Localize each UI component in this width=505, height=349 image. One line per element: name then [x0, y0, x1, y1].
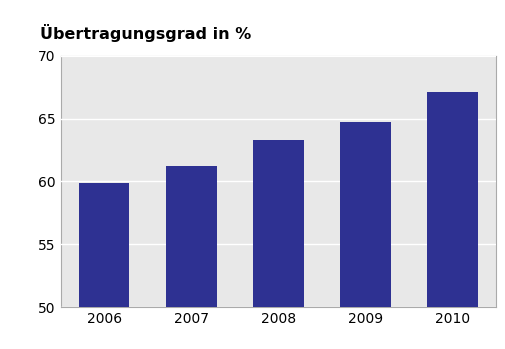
Bar [339, 122, 390, 307]
Bar [79, 183, 129, 307]
Text: Übertragungsgrad in %: Übertragungsgrad in % [40, 24, 251, 43]
Bar [252, 140, 303, 307]
Bar [426, 92, 477, 307]
Bar [166, 166, 216, 307]
